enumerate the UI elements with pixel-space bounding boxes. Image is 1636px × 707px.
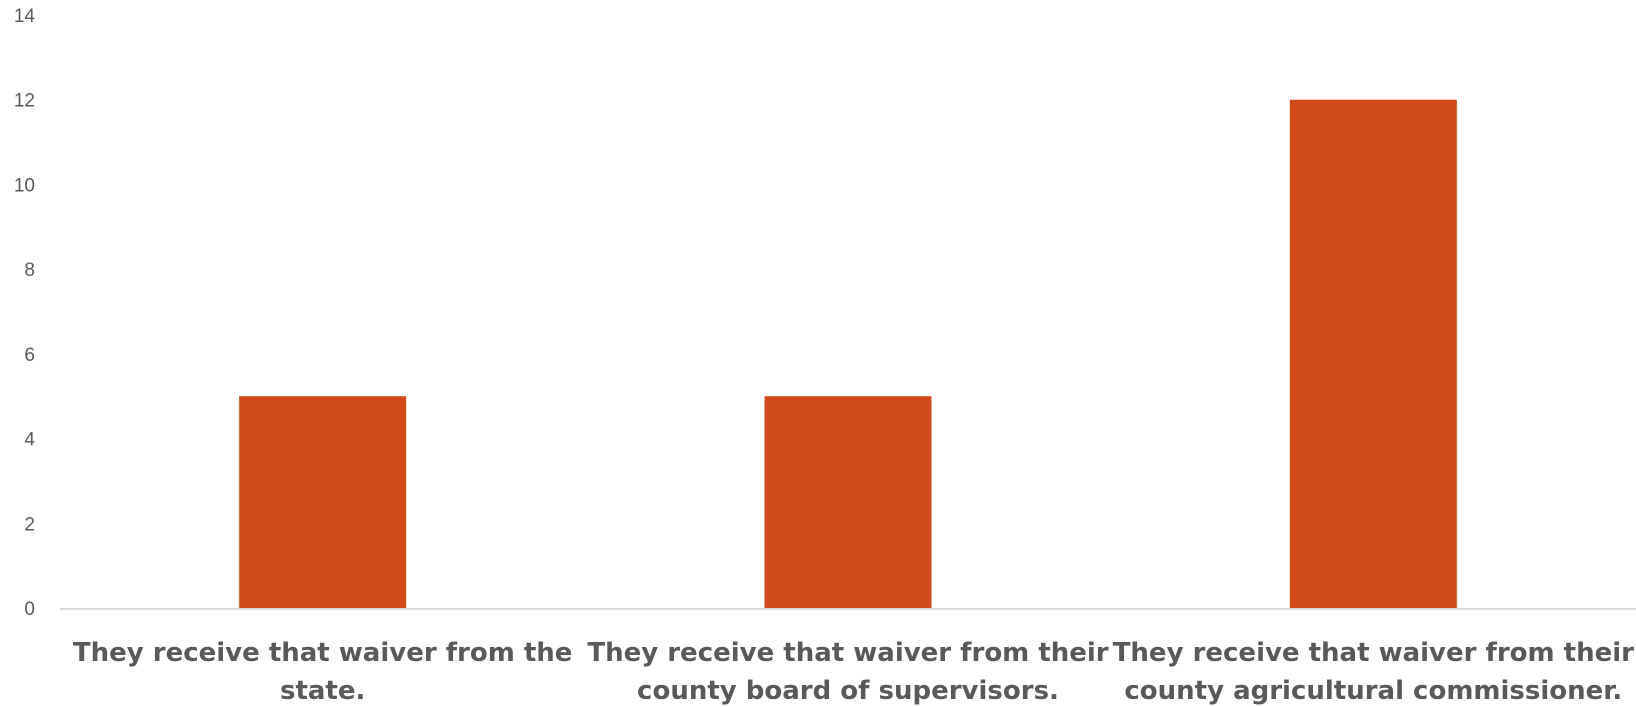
x-category-label-line: state. [280,676,365,706]
bar [764,396,932,608]
y-tick-label: 8 [24,260,35,281]
x-category-label-line: They receive that waiver from the [73,638,573,668]
x-category-label-line: They receive that waiver from their [587,638,1108,668]
y-tick-label: 14 [14,6,36,27]
x-category-label-line: county board of supervisors. [637,676,1059,706]
x-category-label: They receive that waiver from their count… [1113,638,1634,706]
bar [239,396,407,608]
x-category-label: They receive that waiver from their count… [587,638,1108,706]
y-tick-label: 2 [24,514,35,535]
x-category-label-line: They receive that waiver from their [1113,638,1634,668]
x-axis-category-labels: They receive that waiver from the state.T… [73,638,1634,706]
y-tick-label: 10 [14,175,35,196]
y-tick-label: 12 [14,91,35,112]
y-axis-ticks: 0 2 4 6 8 10 12 14 [14,6,36,620]
x-category-label: They receive that waiver from the state. [73,638,573,706]
y-tick-label: 6 [24,345,35,366]
x-category-label-line: county agricultural commissioner. [1124,676,1622,706]
bar-series [239,99,1457,608]
bar [1289,99,1457,608]
y-tick-label: 4 [24,430,35,451]
y-tick-label: 0 [24,599,35,620]
